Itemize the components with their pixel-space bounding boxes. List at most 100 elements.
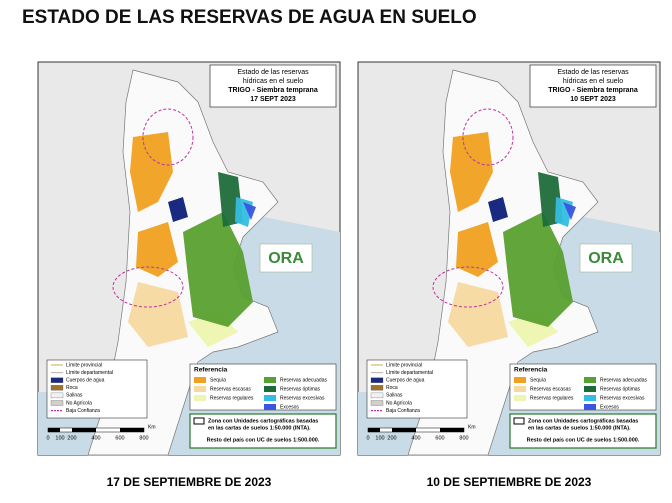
legend-label: Límite provincial [66, 362, 102, 368]
low-confidence [432, 266, 504, 308]
reference-swatch [514, 377, 526, 383]
legend-label: Cuerpos de agua [66, 378, 105, 384]
legend-swatch [50, 392, 64, 399]
map-zone-sequia [136, 222, 178, 277]
scale-label: 600 [435, 435, 444, 441]
scale-label: 600 [115, 435, 124, 441]
scale-label: 100 [375, 435, 384, 441]
legend-label: No Agrícola [66, 400, 92, 406]
legend-swatch [370, 392, 384, 399]
legend-label: Salinas [386, 393, 403, 399]
note-text: en las cartas de suelos 1:50.000 (INTA). [528, 425, 631, 431]
reference-swatch [194, 395, 206, 401]
reference-label: Reservas óptimas [600, 386, 641, 392]
logo-box [259, 243, 313, 273]
info-box [209, 64, 337, 108]
info-box-text: 10 SEPT 2023 [570, 96, 616, 103]
scale-label: 800 [139, 435, 148, 441]
reference-swatch [264, 395, 276, 401]
legend-swatch [370, 385, 384, 391]
info-box [529, 64, 657, 108]
scale-unit: Km [148, 424, 156, 430]
legend-box [366, 359, 468, 419]
info-box-text: Estado de las reservas [237, 69, 309, 76]
map-zone-sequia [456, 222, 498, 277]
reference-label: Reservas escasas [530, 386, 571, 392]
note-swatch [513, 417, 525, 425]
logo-box [579, 243, 633, 273]
page-title: ESTADO DE LAS RESERVAS DE AGUA EN SUELO [22, 7, 477, 28]
reference-label: Excesos [600, 404, 619, 410]
reference-label: Sequía [210, 377, 226, 383]
note-text: Resto del país con UC de suelos 1:500.00… [527, 437, 640, 443]
reference-box [509, 363, 657, 411]
scale-segment [48, 428, 60, 432]
low-confidence [142, 108, 194, 166]
reference-swatch [514, 395, 526, 401]
scale-label: 800 [459, 435, 468, 441]
reference-label: Reservas regulares [210, 395, 254, 401]
scale-label: 200 [387, 435, 396, 441]
scale-segment [440, 428, 464, 432]
reference-swatch [514, 386, 526, 392]
legend-swatch [50, 377, 64, 383]
legend-label: No Agrícola [386, 400, 412, 406]
water-body [168, 197, 188, 222]
map-zone-escasas [128, 282, 188, 347]
reference-label: Sequía [530, 377, 546, 383]
legend-label: Roca [386, 385, 398, 391]
scale-segment [368, 428, 380, 432]
reference-swatch [584, 404, 596, 410]
reference-label: Reservas regulares [530, 395, 574, 401]
map-zone-adecuadas [503, 212, 573, 327]
reference-label: Reservas adecuadas [280, 377, 327, 383]
legend-label: Baja Confianza [66, 408, 100, 414]
info-box-text: hídricas en el suelo [243, 78, 303, 85]
scale-label: 100 [55, 435, 64, 441]
reference-swatch [584, 377, 596, 383]
reference-label: Excesos [280, 404, 299, 410]
legend-swatch [370, 400, 384, 406]
map-zone-sequia [450, 132, 493, 212]
map-panel: Estado de las reservas hídricas en el sue… [37, 61, 341, 456]
map-panel: Estado de las reservas hídricas en el sue… [357, 61, 661, 456]
reference-title: Referencia [194, 367, 228, 374]
info-box-text: TRIGO - Siembra temprana [228, 87, 318, 94]
legend-label: Roca [66, 385, 78, 391]
scale-label: 400 [411, 435, 420, 441]
reference-box [189, 363, 337, 411]
legend-label: Salinas [66, 393, 83, 399]
map-zone-sequia [130, 132, 173, 212]
legend-label: Límite departamental [66, 370, 113, 376]
reference-swatch [264, 404, 276, 410]
scale-label: 400 [91, 435, 100, 441]
legend-label: Límite provincial [386, 362, 422, 368]
scale-segment [72, 428, 96, 432]
info-box-text: Estado de las reservas [557, 69, 629, 76]
water-body [488, 197, 508, 222]
info-box-text: 17 SEPT 2023 [250, 96, 296, 103]
scale-label: 0 [366, 435, 369, 441]
reference-swatch [194, 377, 206, 383]
legend-swatch [50, 385, 64, 391]
reference-label: Reservas excesivas [600, 395, 645, 401]
scale-label: 200 [67, 435, 76, 441]
note-box [189, 413, 337, 449]
map-zone-escasas [448, 282, 508, 347]
reference-swatch [264, 386, 276, 392]
legend-label: Cuerpos de agua [386, 378, 425, 384]
map-zone-excesos [563, 202, 576, 220]
legend-swatch [370, 377, 384, 383]
legend-box [46, 359, 148, 419]
info-box-text: hídricas en el suelo [563, 78, 623, 85]
logo: ORA [268, 250, 304, 267]
legend-label: Límite departamental [386, 370, 433, 376]
note-text: Zona con Unidades cartográficas basadas [528, 418, 638, 424]
low-confidence [462, 108, 514, 166]
reference-label: Reservas adecuadas [600, 377, 647, 383]
low-confidence [112, 266, 184, 308]
reference-swatch [584, 395, 596, 401]
map-zone-adecuadas [183, 212, 253, 327]
legend-swatch [50, 400, 64, 406]
